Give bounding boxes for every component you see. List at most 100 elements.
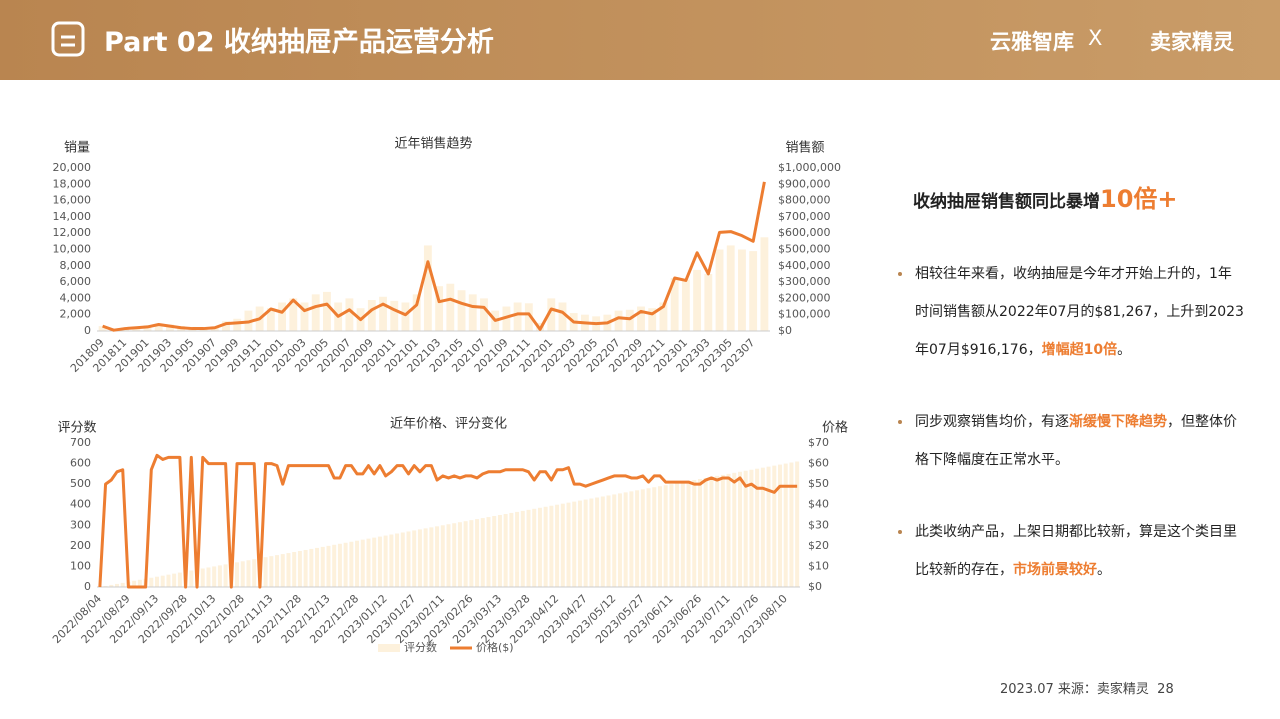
- bar: [463, 521, 468, 587]
- y-tick-label: 20,000: [53, 161, 92, 174]
- bar: [614, 310, 623, 331]
- page-number: 28: [1157, 682, 1174, 697]
- bar: [502, 306, 511, 331]
- bar: [246, 560, 251, 587]
- bar: [166, 574, 171, 587]
- bar: [154, 323, 163, 331]
- bar: [103, 585, 108, 587]
- bar: [783, 463, 788, 587]
- chart-title: 近年价格、评分变化: [390, 416, 507, 432]
- bar: [537, 507, 542, 587]
- bar: [680, 482, 685, 587]
- y2-tick-label: $400,000: [778, 259, 831, 272]
- bar: [566, 502, 571, 587]
- bullet-end: 。: [1097, 562, 1111, 578]
- y-tick-label: 500: [70, 477, 91, 490]
- y-tick-label: 700: [70, 436, 91, 449]
- legend-swatch: [378, 644, 400, 652]
- bar: [400, 532, 405, 587]
- bar: [280, 554, 285, 587]
- bullet-highlight: 市场前景较好: [1013, 562, 1097, 578]
- title: Part 02 收纳抽屉产品运营分析: [104, 27, 494, 58]
- line: [102, 181, 766, 332]
- charts: 近年销售趋势 销量 销售额 0 2,000 4,000 6,000 8,000 10,000 12…: [50, 136, 848, 655]
- bar: [468, 294, 477, 331]
- bar: [435, 526, 440, 587]
- y2-tick-label: $50: [808, 477, 829, 490]
- bar: [332, 544, 337, 587]
- bar: [524, 303, 533, 331]
- bar: [560, 503, 565, 587]
- y-tick-label: 14,000: [53, 210, 92, 223]
- separator: X: [1088, 26, 1103, 50]
- bar: [732, 472, 737, 587]
- bullet-text: 同步观察销售均价，有逐: [915, 414, 1069, 430]
- bar: [715, 249, 724, 331]
- y2-tick-label: $10: [808, 559, 829, 572]
- bar: [509, 512, 514, 587]
- bar: [555, 504, 560, 587]
- bar: [577, 500, 582, 587]
- bar: [337, 543, 342, 587]
- bar: [395, 533, 400, 587]
- bar: [589, 498, 594, 587]
- y-tick-label: 6,000: [60, 275, 92, 288]
- bar: [766, 466, 771, 587]
- bullet-end: ，但整体价格下降幅度在正常水平。: [915, 414, 1237, 468]
- y2-tick-label: $40: [808, 498, 829, 511]
- bar: [681, 279, 690, 331]
- bar: [379, 296, 387, 331]
- bar: [663, 485, 668, 587]
- logo-left: 云雅智库: [990, 30, 1074, 54]
- bar: [300, 302, 309, 331]
- bullet-highlight: 增幅超10倍: [1041, 342, 1118, 358]
- y-tick-label: 200: [70, 539, 91, 552]
- y2-tick-label: $100,000: [778, 308, 831, 321]
- bar: [452, 523, 457, 587]
- bullet-text: 相较往年来看，收纳抽屉是今年才开始上升的，1年时间销售额从2022年07月的$8…: [915, 266, 1244, 358]
- bar: [366, 538, 371, 587]
- bar: [440, 525, 445, 587]
- y-tick-label: 18,000: [53, 177, 92, 190]
- bar: [513, 302, 522, 331]
- logo-right: 卖家精灵: [1150, 30, 1234, 54]
- bar: [726, 473, 731, 587]
- y2-tick-label: $800,000: [778, 194, 831, 207]
- bullet: 同步观察销售均价，有逐渐缓慢下降趋势，但整体价格下降幅度在正常水平。: [895, 403, 1245, 479]
- header: Part 02 收纳抽屉产品运营分析 云雅智库 X 卖家精灵: [0, 0, 1280, 80]
- headline-text: 收纳抽屉销售额同比暴增: [913, 192, 1100, 212]
- bar: [222, 321, 230, 331]
- bar: [360, 539, 365, 587]
- y2-tick-label: $60: [808, 457, 829, 470]
- source: 2023.07 来源：卖家精灵: [1000, 682, 1149, 697]
- bar: [309, 548, 314, 587]
- y-tick-label: 2,000: [60, 308, 92, 321]
- bullet: 此类收纳产品，上架日期都比较新，算是这个类目里比较新的存在，市场前景较好。: [895, 513, 1245, 589]
- bar: [383, 535, 388, 587]
- bar: [177, 572, 182, 587]
- bar: [749, 469, 754, 587]
- bar: [648, 308, 657, 331]
- bar: [137, 579, 142, 587]
- legend-label: 价格($): [476, 640, 514, 654]
- bar: [606, 495, 611, 587]
- bar: [738, 249, 746, 331]
- bar: [269, 556, 274, 587]
- y-tick-label: 4,000: [60, 291, 92, 304]
- y-tick-label: 100: [70, 559, 91, 572]
- bar: [297, 551, 302, 587]
- bar: [497, 515, 502, 587]
- bar: [600, 496, 605, 587]
- y2-tick-label: $200,000: [778, 291, 831, 304]
- y2-tick-label: $30: [808, 518, 829, 531]
- y-tick-label: 12,000: [53, 226, 92, 239]
- bar: [200, 568, 205, 587]
- bar: [709, 476, 714, 587]
- bar: [372, 537, 377, 587]
- bar: [777, 464, 782, 587]
- y-tick-label: 0: [84, 324, 91, 337]
- bar: [532, 508, 537, 587]
- bar: [349, 541, 354, 587]
- bar: [697, 479, 702, 587]
